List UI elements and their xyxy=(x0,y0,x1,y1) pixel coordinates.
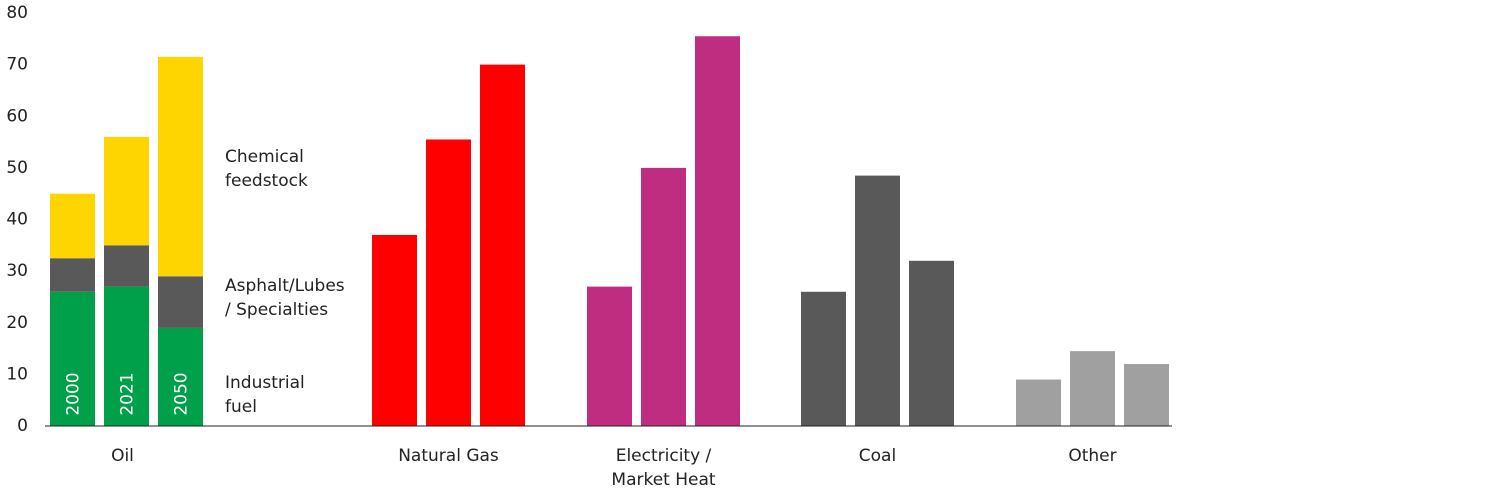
bar xyxy=(372,234,417,426)
bar xyxy=(50,258,95,292)
y-tick-label: 70 xyxy=(6,55,28,75)
bar xyxy=(801,291,846,426)
y-tick-label: 50 xyxy=(6,158,28,178)
x-tick-label: Oil xyxy=(111,446,134,466)
bar xyxy=(104,286,149,426)
legend-label: Asphalt/Lubes / Specialties xyxy=(225,276,345,320)
bar xyxy=(1016,379,1061,426)
bar xyxy=(50,193,95,259)
bar xyxy=(426,139,471,426)
y-tick-label: 60 xyxy=(6,106,28,126)
bar xyxy=(1070,351,1115,426)
x-tick-label: Other xyxy=(1068,446,1117,466)
bar xyxy=(104,245,149,287)
bar xyxy=(695,36,740,426)
bar xyxy=(158,276,203,328)
year-label: 2021 xyxy=(118,372,138,415)
y-tick-label: 80 xyxy=(6,3,28,23)
y-tick-label: 20 xyxy=(6,313,28,333)
x-tick-label: Natural Gas xyxy=(398,446,499,466)
y-tick-label: 40 xyxy=(6,210,28,230)
bar xyxy=(909,260,954,426)
bar xyxy=(158,56,203,277)
year-label: 2000 xyxy=(64,372,84,415)
bar xyxy=(158,327,203,426)
x-tick-label: Coal xyxy=(858,446,897,466)
bar xyxy=(641,167,686,426)
year-label: 2050 xyxy=(172,372,192,415)
bar xyxy=(587,286,632,426)
legend-label: Industrial fuel xyxy=(225,373,305,417)
legend-label: Chemical feedstock xyxy=(225,147,308,191)
bar xyxy=(50,291,95,426)
y-tick-label: 10 xyxy=(6,364,28,384)
bar xyxy=(855,175,900,426)
y-tick-label: 30 xyxy=(6,261,28,281)
bar xyxy=(480,64,525,426)
bar xyxy=(1124,364,1169,426)
y-tick-label: 0 xyxy=(17,416,28,436)
bar xyxy=(104,136,149,246)
x-tick-label: Electricity / Market Heat xyxy=(611,446,716,490)
